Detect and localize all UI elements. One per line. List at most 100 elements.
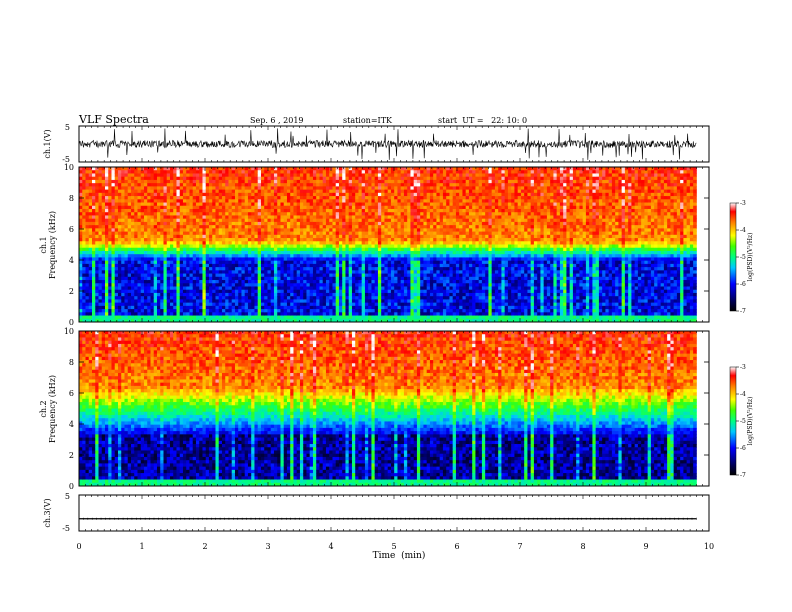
ch1-spectrogram-cell	[338, 273, 343, 278]
ch1-spectrogram-cell	[88, 205, 93, 210]
ch1-spectrogram-cell	[400, 309, 405, 313]
ch1-spectrogram-cell	[338, 286, 343, 291]
ch1-spectrogram-cell	[156, 270, 161, 274]
ch1-spectrogram-cell	[212, 289, 216, 294]
ch1-spectrogram-cell	[283, 186, 288, 191]
ch1-spectrogram-cell	[82, 260, 86, 265]
ch1-spectrogram-cell	[316, 280, 320, 284]
ch1-spectrogram-cell	[293, 228, 298, 232]
ch1-spectrogram-cell	[403, 234, 408, 239]
ch1-spectrogram-cell	[202, 234, 207, 239]
ch1-spectrogram-cell	[410, 205, 415, 210]
ch1-spectrogram-cell	[212, 270, 216, 274]
ch1-spectrogram-cell	[199, 225, 203, 229]
ch1-spectrogram-cell	[221, 299, 226, 304]
ch1-spectrogram-cell	[134, 289, 138, 294]
ch1-spectrogram-cell	[381, 257, 385, 262]
ch1-spectrogram-cell	[195, 186, 200, 191]
ch1-spectrogram-cell	[293, 299, 298, 304]
ch1-spectrogram-cell	[215, 312, 220, 316]
ch1-spectrogram-cell	[143, 167, 148, 171]
ch1-spectrogram-cell	[79, 247, 83, 252]
ch1-spectrogram-cell	[316, 244, 320, 249]
ch1-spectrogram-cell	[127, 315, 132, 320]
ch1-spectrogram-cell	[351, 208, 356, 213]
ch1-spectrogram-cell	[221, 215, 226, 220]
ch1-spectrogram-cell	[400, 312, 405, 316]
ch1-spectrogram-cell	[82, 228, 86, 232]
ch1-spectrogram-cell	[377, 263, 382, 268]
ch1-spectrogram-cell	[140, 305, 145, 310]
ch1-spectrogram-cell	[270, 196, 275, 200]
ch1-spectrogram-cell	[413, 273, 418, 278]
ch1-spectrogram-cell	[105, 208, 109, 213]
ch1-spectrogram-cell	[270, 273, 275, 278]
ch1-spectrogram-cell	[225, 270, 229, 274]
ch1-spectrogram-cell	[267, 167, 272, 171]
ch1-spectrogram-cell	[208, 192, 213, 197]
ch1-spectrogram-cell	[377, 231, 382, 236]
ch1-spectrogram-cell	[407, 167, 411, 171]
ch1-spectrogram-cell	[306, 318, 311, 323]
ch1-spectrogram-cell	[270, 270, 275, 274]
ch1-spectrogram-cell	[312, 215, 317, 220]
ch1-spectrogram-cell	[400, 167, 405, 171]
ch1-spectrogram-cell	[202, 218, 207, 223]
ch1-spectrogram-cell	[127, 241, 132, 245]
ch1-spectrogram-cell	[238, 286, 242, 291]
ch1-spectrogram-cell	[169, 257, 174, 262]
ch1-spectrogram-cell	[153, 192, 158, 197]
ch1-spectrogram-cell	[176, 273, 181, 278]
ch1-spectrogram-cell	[95, 212, 99, 216]
ch1-spectrogram-cell	[332, 257, 337, 262]
ch1-spectrogram-cell	[147, 315, 151, 320]
ch1-spectrogram-cell	[199, 302, 203, 307]
ch1-spectrogram-cell	[234, 173, 239, 178]
ch1-spectrogram-cell	[381, 228, 385, 232]
ch1-spectrogram-cell	[407, 276, 411, 281]
ch1-spectrogram-cell	[79, 208, 83, 213]
ch1-spectrogram-cell	[176, 176, 181, 181]
ch1-spectrogram-cell	[413, 186, 418, 191]
ch1-spectrogram-cell	[312, 170, 317, 174]
ch1-spectrogram-cell	[202, 176, 207, 181]
ch1-spectrogram-cell	[368, 234, 372, 239]
ch1-spectrogram-cell	[150, 228, 155, 232]
ch1-spectrogram-cell	[296, 238, 301, 242]
ch1-spectrogram-cell	[218, 218, 223, 223]
ch1-spectrogram-cell	[147, 286, 151, 291]
ch1-spectrogram-cell	[241, 270, 246, 274]
ch1-spectrogram-cell	[345, 280, 350, 284]
ch1-spectrogram-cell	[316, 179, 320, 184]
ch1-spectrogram-cell	[257, 260, 262, 265]
ch1-spectrogram-cell	[377, 205, 382, 210]
ch1-spectrogram-cell	[374, 173, 379, 178]
ch1-spectrogram-cell	[85, 189, 90, 194]
ch1-spectrogram-cell	[283, 205, 288, 210]
ch1-spectrogram-cell	[140, 283, 145, 287]
ch1-spectrogram-cell	[325, 276, 330, 281]
ch1-spectrogram-cell	[163, 225, 168, 229]
ch1-spectrogram-cell	[319, 176, 324, 181]
ch1-spectrogram-cell	[228, 199, 233, 203]
ch1-spectrogram-cell	[150, 289, 155, 294]
ch1-spectrogram-cell	[413, 196, 418, 200]
ch1-spectrogram-cell	[390, 225, 395, 229]
ch1-spectrogram-cell	[309, 286, 314, 291]
ch1-spectrogram-cell	[221, 283, 226, 287]
ch1-spectrogram-cell	[153, 189, 158, 194]
ch1-spectrogram-cell	[169, 289, 174, 294]
ch1-spectrogram-cell	[296, 270, 301, 274]
ch1-spectrogram-cell	[377, 302, 382, 307]
ch1-spectrogram-cell	[381, 296, 385, 300]
ch1-spectrogram-cell	[394, 238, 398, 242]
ch1-spectrogram-cell	[364, 212, 369, 216]
ch1-spectrogram-cell	[208, 270, 213, 274]
ch1-spectrogram-cell	[397, 247, 402, 252]
ch1-spectrogram-cell	[221, 244, 226, 249]
ch1-spectrogram-cell	[312, 286, 317, 291]
ch1-spectrogram-cell	[127, 179, 132, 184]
ch1-spectrogram-cell	[394, 305, 398, 310]
ch1-spectrogram-cell	[296, 276, 301, 281]
ch1-spectrogram-cell	[332, 221, 337, 226]
